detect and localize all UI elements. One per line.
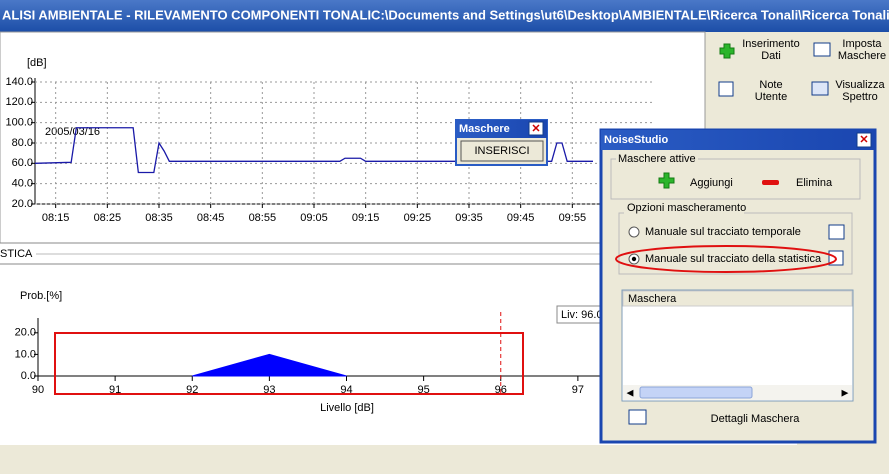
y-axis-label: [dB] xyxy=(27,57,47,69)
x-tick-label: 08:45 xyxy=(197,212,225,224)
x-tick-label: 09:05 xyxy=(300,212,328,224)
group-label: Maschere attive xyxy=(618,153,696,165)
x-tick-label: 92 xyxy=(186,384,198,396)
button-label: Spettro xyxy=(842,91,877,103)
stat-chart: Prob.[%] Livello [dB] 0.0 10.0 20.0 90 91 92 9… xyxy=(15,290,655,414)
x-tick-label: 09:45 xyxy=(507,212,535,224)
group-label-bg xyxy=(616,153,698,165)
remove-icon[interactable] xyxy=(762,180,779,185)
icon xyxy=(718,81,734,97)
x-tick-label: 09:55 xyxy=(559,212,587,224)
list-header: Maschera xyxy=(628,293,677,305)
y-axis-label: Prob.[%] xyxy=(20,290,62,302)
remove-label[interactable]: Elimina xyxy=(796,177,833,189)
x-axis-label: Livello [dB] xyxy=(320,402,374,414)
popup-title: Maschere xyxy=(459,123,510,135)
selection-rect xyxy=(54,332,524,395)
x-tick-label: 09:25 xyxy=(404,212,432,224)
highlight-ellipse xyxy=(615,245,837,273)
button[interactable] xyxy=(460,140,544,162)
x-tick-label: 91 xyxy=(109,384,121,396)
list-header-bg xyxy=(622,290,853,307)
x-tick-label: 09:35 xyxy=(455,212,483,224)
close-button[interactable] xyxy=(528,121,544,136)
add-label[interactable]: Aggiungi xyxy=(690,177,733,189)
y-tick-label: 20.0 xyxy=(12,198,33,210)
x-tick-label: 97 xyxy=(572,384,584,396)
data-area xyxy=(192,353,347,377)
dialog-title: NoiseStudio xyxy=(604,134,668,146)
scroll-arrow[interactable]: ▶ xyxy=(842,387,849,397)
x-tick-label: 08:25 xyxy=(94,212,122,224)
details-icon[interactable] xyxy=(628,409,647,425)
button-label: Inserimento xyxy=(742,38,799,50)
radio-label[interactable]: Manuale sul tracciato temporale xyxy=(645,226,801,238)
maschere-popup: Maschere ✕ INSERISCI xyxy=(455,119,548,166)
list-box xyxy=(621,289,854,402)
radio-label[interactable]: Manuale sul tracciato della statistica xyxy=(645,253,822,265)
x-tick-label: 08:15 xyxy=(42,212,70,224)
y-tick-label: 40.0 xyxy=(12,178,33,190)
section-label: STICA xyxy=(0,248,33,260)
group-box xyxy=(610,158,861,200)
x-tick-label: 94 xyxy=(340,384,352,396)
button-label: Dati xyxy=(761,50,781,62)
y-tick-label: 20.0 xyxy=(15,327,36,339)
toolbar-button[interactable]: Imposta Maschere xyxy=(813,38,886,62)
radio-group: Manuale sul tracciato temporale Manuale s… xyxy=(628,226,822,265)
details-button[interactable]: Dettagli Maschera xyxy=(711,413,801,425)
level-label: Liv: 96.0 xyxy=(561,309,603,321)
button-label: Visualizza xyxy=(835,79,885,91)
time-chart-panel xyxy=(0,31,706,244)
x-tick-label: 08:35 xyxy=(145,212,173,224)
y-tick-label: 100.0 xyxy=(5,117,33,129)
close-glyph: ✕ xyxy=(531,123,540,135)
button-label: INSERISCI xyxy=(474,145,529,157)
toolbar-button[interactable]: Note Utente xyxy=(718,79,787,103)
button-label: Utente xyxy=(755,91,787,103)
radio-button[interactable] xyxy=(628,226,640,238)
y-tick-label: 10.0 xyxy=(15,348,36,360)
toolbar-button[interactable]: Visualizza Spettro xyxy=(811,79,886,103)
option-icon[interactable] xyxy=(828,224,845,240)
scroll-thumb[interactable] xyxy=(639,386,753,399)
icon xyxy=(719,43,735,59)
icon xyxy=(811,81,829,96)
group-label: Opzioni mascheramento xyxy=(627,202,746,214)
scroll-arrow[interactable]: ◀ xyxy=(627,387,634,397)
x-tick-label: 93 xyxy=(263,384,275,396)
window-title: ALISI AMBIENTALE - RILEVAMENTO COMPONENT… xyxy=(2,7,889,22)
time-chart: [dB] 2005/03/16 20.0 40.0 60.0 80.0 100.0 120… xyxy=(5,57,655,224)
button-label: Maschere xyxy=(838,50,886,62)
popup-title-bar xyxy=(456,120,547,138)
title-bar xyxy=(0,0,889,32)
toolbar-button[interactable]: Inserimento Dati xyxy=(719,38,800,62)
x-tick-label: 95 xyxy=(418,384,430,396)
button-label: Note xyxy=(759,79,782,91)
date-label: 2005/03/16 xyxy=(45,126,100,138)
add-icon[interactable] xyxy=(658,172,675,189)
close-button[interactable] xyxy=(856,132,872,148)
y-tick-label: 80.0 xyxy=(12,137,33,149)
toolbar: Inserimento Dati Imposta Maschere Note U… xyxy=(718,38,886,103)
y-tick-label: 120.0 xyxy=(5,96,33,108)
x-tick-label: 09:15 xyxy=(352,212,380,224)
group-label-bg xyxy=(624,202,744,214)
close-glyph: ✕ xyxy=(859,134,868,146)
x-tick-label: 90 xyxy=(32,384,44,396)
button-label: Imposta xyxy=(842,38,882,50)
dialog-title-bar xyxy=(601,130,875,150)
icon xyxy=(813,42,831,57)
data-line xyxy=(34,127,593,174)
x-tick-label: 08:55 xyxy=(249,212,277,224)
y-tick-label: 140.0 xyxy=(5,76,33,88)
y-tick-label: 0.0 xyxy=(21,370,36,382)
noise-dialog: NoiseStudio ✕ Maschere attive Aggiungi E… xyxy=(599,128,877,444)
y-tick-label: 60.0 xyxy=(12,157,33,169)
radio-dot xyxy=(631,256,637,262)
